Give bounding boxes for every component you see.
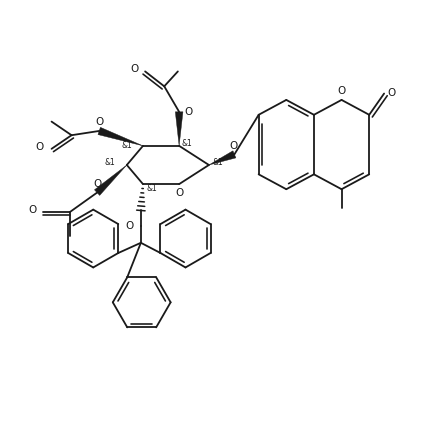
Text: O: O — [131, 64, 139, 74]
Text: O: O — [94, 179, 102, 189]
Text: O: O — [176, 188, 184, 198]
Text: &1: &1 — [181, 139, 193, 148]
Text: O: O — [36, 142, 44, 152]
Text: O: O — [28, 205, 36, 215]
Polygon shape — [209, 151, 236, 165]
Polygon shape — [98, 127, 143, 146]
Polygon shape — [175, 112, 183, 146]
Text: O: O — [126, 221, 134, 231]
Text: O: O — [229, 141, 238, 151]
Text: O: O — [184, 107, 193, 117]
Text: &1: &1 — [105, 158, 116, 167]
Text: &1: &1 — [212, 158, 223, 167]
Text: O: O — [95, 118, 103, 127]
Text: &1: &1 — [146, 184, 157, 193]
Text: O: O — [337, 86, 346, 96]
Text: O: O — [388, 88, 396, 98]
Polygon shape — [95, 165, 127, 195]
Text: &1: &1 — [122, 141, 133, 150]
